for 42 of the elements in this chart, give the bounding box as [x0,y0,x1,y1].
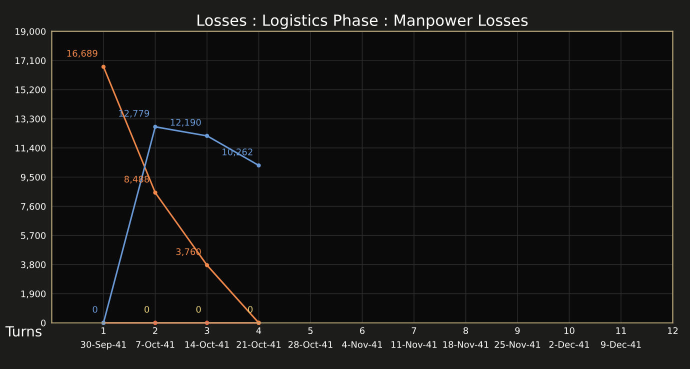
x2-tick-label: 11-Nov-41 [392,341,437,348]
y-tick-label: 1,900 [21,290,46,298]
data-label: 0 [196,306,201,313]
x-tick-label: 7 [412,327,416,334]
x-axis-title: Turns [5,326,42,337]
y-tick-label: 15,200 [16,86,46,94]
data-label: 0 [92,306,98,313]
x2-tick-label: 9-Dec-41 [600,341,641,348]
x-tick-label: 8 [463,327,468,334]
data-label: 12,190 [170,118,201,127]
y-tick-label: 11,400 [16,144,46,152]
y-tick-label: 9,500 [20,174,46,182]
data-label: 0 [144,306,150,313]
x2-tick-label: 21-Oct-41 [236,341,281,348]
x2-tick-label: 7-Oct-41 [136,341,174,348]
x-tick-label: 3 [204,327,210,334]
chart-title: Losses : Logistics Phase : Manpower Losses [198,14,528,29]
y-tick-label: 7,600 [21,203,46,211]
y-tick-label: 3,800 [21,261,46,270]
x-tick-label: 1 [102,327,106,334]
data-label: 16,689 [67,50,98,58]
x-tick-label: 5 [308,327,313,334]
x2-tick-label: 14-Oct-41 [185,341,229,348]
x-tick-label: 9 [515,327,520,334]
x2-tick-label: 2-Dec-41 [549,341,590,348]
x-tick-label: 11 [616,327,626,334]
x-tick-label: 2 [153,327,158,334]
y-tick-label: 19,000 [16,28,46,36]
x2-tick-label: 25-Nov-41 [494,341,540,348]
y-tick-label: 17,100 [16,57,46,65]
x-tick-label: 10 [564,327,574,334]
x2-tick-label: 28-Oct-41 [288,341,332,348]
y-tick-label: 5,700 [21,232,46,240]
y-tick-label: 0 [41,320,46,326]
x2-tick-label: 4-Nov-41 [342,341,382,348]
data-label: 0 [248,306,253,313]
x-tick-label: 12 [668,327,678,334]
x-tick-label: 6 [360,327,365,334]
y-tick-label: 13,300 [16,116,46,124]
x2-tick-label: 18-Nov-41 [443,341,488,348]
x2-tick-label: 30-Sep-41 [80,341,126,350]
x-tick-label: 4 [256,327,262,334]
